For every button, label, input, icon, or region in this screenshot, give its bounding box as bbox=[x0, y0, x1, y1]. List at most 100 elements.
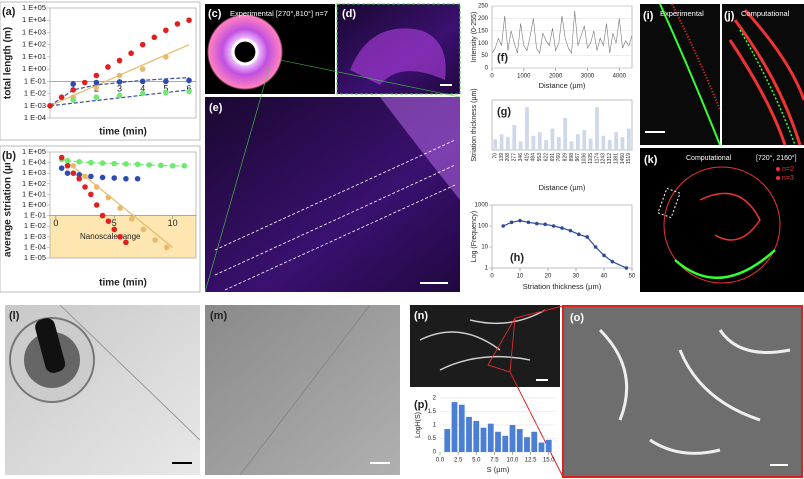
bar bbox=[516, 429, 523, 452]
data-point bbox=[70, 162, 77, 169]
data-point bbox=[88, 159, 94, 166]
bar bbox=[620, 137, 625, 150]
x-tick-label: 1312 bbox=[607, 153, 613, 164]
data-point bbox=[88, 191, 94, 198]
legend-label: n=3 bbox=[782, 175, 794, 182]
image-feature bbox=[350, 28, 446, 85]
data-point bbox=[64, 162, 71, 169]
data-point bbox=[93, 72, 100, 79]
data-point bbox=[93, 202, 100, 208]
y-axis-title: Intensity (0-255) bbox=[471, 12, 478, 63]
data-point bbox=[169, 162, 176, 169]
data-point bbox=[111, 175, 118, 181]
image-feature bbox=[380, 97, 460, 200]
data-point bbox=[123, 161, 129, 167]
data-point bbox=[76, 172, 82, 178]
x-tick-label: 0 bbox=[53, 218, 58, 228]
data-point bbox=[163, 27, 169, 34]
image-ring bbox=[207, 14, 283, 90]
image bbox=[410, 305, 560, 387]
y-tick-label: 1 E-01 bbox=[24, 211, 46, 220]
panel-label: (h) bbox=[510, 252, 524, 264]
image-feature bbox=[419, 309, 546, 371]
series-line bbox=[491, 10, 633, 55]
y-tick-label: 1 E+03 bbox=[22, 168, 46, 177]
data-point bbox=[93, 94, 100, 101]
image-feature bbox=[674, 249, 776, 279]
data-point bbox=[58, 165, 65, 171]
x-tick-label: 0 bbox=[490, 274, 494, 280]
chart: 0 0.5 1 1.5 2 0.0 2.5 5.0 7.5 10.0 12.5 15.0 S (µm) L… bbox=[414, 396, 556, 474]
y-tick-label: 250 bbox=[478, 4, 489, 10]
x-tick-label: 10 bbox=[168, 218, 178, 228]
bar bbox=[556, 137, 561, 150]
panel-label: (n) bbox=[414, 310, 428, 322]
data-point bbox=[577, 232, 581, 237]
band-label: Nanoscale range bbox=[80, 232, 141, 241]
y-tick-label: 1 E+00 bbox=[22, 200, 46, 209]
panel-n: (n) bbox=[410, 305, 560, 387]
bar bbox=[495, 431, 501, 452]
data-point bbox=[64, 170, 71, 176]
panel-label: (o) bbox=[570, 312, 584, 324]
inset-tool bbox=[35, 318, 66, 373]
data-point bbox=[116, 57, 123, 64]
panel-label-bg bbox=[1, 4, 17, 19]
y-tick-label: 1 E-04 bbox=[24, 113, 46, 122]
x-tick-label: 5 bbox=[163, 84, 168, 94]
data-point bbox=[99, 160, 106, 166]
x-tick-label: 1243 bbox=[601, 153, 607, 164]
data-point bbox=[163, 78, 169, 85]
data-point bbox=[64, 157, 71, 164]
x-tick-label: 967 bbox=[575, 153, 581, 162]
data-point bbox=[560, 226, 564, 230]
bar bbox=[576, 134, 580, 150]
x-tick-label: 1519 bbox=[626, 153, 632, 164]
data-point bbox=[158, 162, 164, 169]
x-axis-title: time (min) bbox=[99, 278, 147, 289]
x-tick-label: 829 bbox=[563, 153, 569, 162]
x-tick-label: 7.5 bbox=[490, 458, 499, 464]
y-tick-label: 150 bbox=[478, 28, 489, 34]
data-point bbox=[624, 266, 629, 270]
data-point bbox=[163, 54, 169, 60]
data-point bbox=[585, 235, 589, 239]
guide-line bbox=[214, 139, 456, 251]
data-point bbox=[610, 259, 615, 264]
data-point bbox=[163, 89, 169, 96]
x-tick-label: 208 bbox=[505, 153, 511, 162]
data-point bbox=[117, 205, 123, 211]
data-point bbox=[543, 222, 547, 227]
data-point bbox=[116, 92, 123, 99]
bar bbox=[544, 140, 548, 150]
bar bbox=[444, 429, 451, 452]
bar bbox=[531, 135, 536, 150]
y-tick-label: 1 E+02 bbox=[22, 40, 46, 49]
x-tick-label: 3 bbox=[117, 84, 122, 94]
panel-label: (c) bbox=[208, 8, 222, 20]
image-feature bbox=[699, 192, 761, 241]
bar bbox=[537, 132, 542, 150]
x-axis-title: S (µm) bbox=[487, 465, 510, 474]
legend-marker bbox=[776, 176, 780, 180]
y-tick-label: 1 E+05 bbox=[22, 3, 46, 12]
data-point bbox=[105, 218, 112, 224]
chart: 0 50 100 150 200 250 0 1000 2000 3000 4000 Distance… bbox=[471, 4, 633, 90]
panel-label: (j) bbox=[724, 10, 735, 22]
y-tick-label: 1 E-02 bbox=[24, 221, 46, 230]
y-tick-label: 1 E-02 bbox=[24, 89, 46, 98]
y-tick-label: 50 bbox=[481, 53, 488, 59]
x-tick-label: 2.5 bbox=[454, 458, 463, 464]
panel-l: (l) bbox=[5, 304, 201, 475]
bar bbox=[525, 107, 529, 150]
legend-marker bbox=[776, 167, 780, 171]
panel-m: (m) bbox=[205, 304, 400, 476]
panel-label: (l) bbox=[9, 310, 20, 322]
y-tick-label: 200 bbox=[478, 16, 489, 22]
panel-label: (e) bbox=[209, 102, 223, 114]
x-tick-label: 0.0 bbox=[436, 458, 445, 464]
data-point bbox=[501, 224, 506, 228]
data-point bbox=[99, 212, 106, 219]
data-point bbox=[152, 237, 158, 243]
x-tick-label: 40 bbox=[601, 274, 608, 280]
